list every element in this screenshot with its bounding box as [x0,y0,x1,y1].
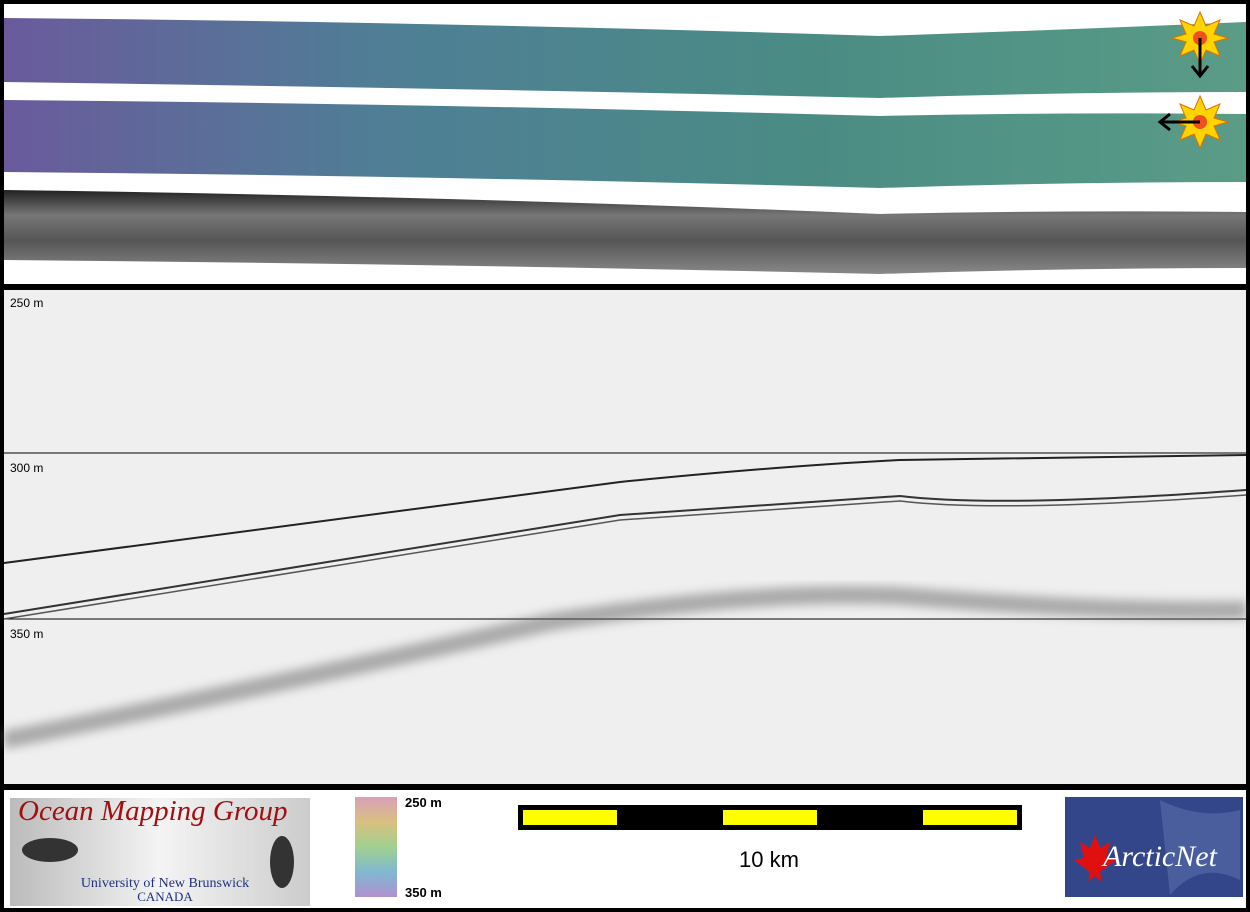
colorbar-label: 250 m [405,795,442,810]
scale-segment [923,810,1017,825]
scale-segment [523,810,617,825]
diffuse-reflector [2,586,1247,749]
country: CANADA [137,889,193,904]
colorbar [355,797,397,897]
depth-label: 300 m [10,461,43,475]
reflector [3,489,1247,615]
partner-name: ArcticNet [1101,840,1218,873]
scale-segment [723,810,817,825]
logo-map [1160,800,1240,895]
logo-ship [22,838,78,862]
reflector [3,494,1247,620]
group-name: Ocean Mapping Group [18,795,288,827]
bathymetry-swath [4,18,1246,98]
sun-icon [1157,94,1230,150]
scale-label: 10 km [739,847,799,872]
university: University of New Brunswick [81,876,249,891]
backscatter-swath [4,190,1246,274]
maple-leaf [1074,835,1116,882]
colorbar-label: 350 m [405,885,442,900]
logo-ship [270,836,294,888]
slope-swath [4,100,1246,188]
depth-label: 350 m [10,627,43,641]
depth-label: 250 m [10,296,43,310]
seafloor [3,454,1247,564]
sun-icon [1170,10,1230,79]
